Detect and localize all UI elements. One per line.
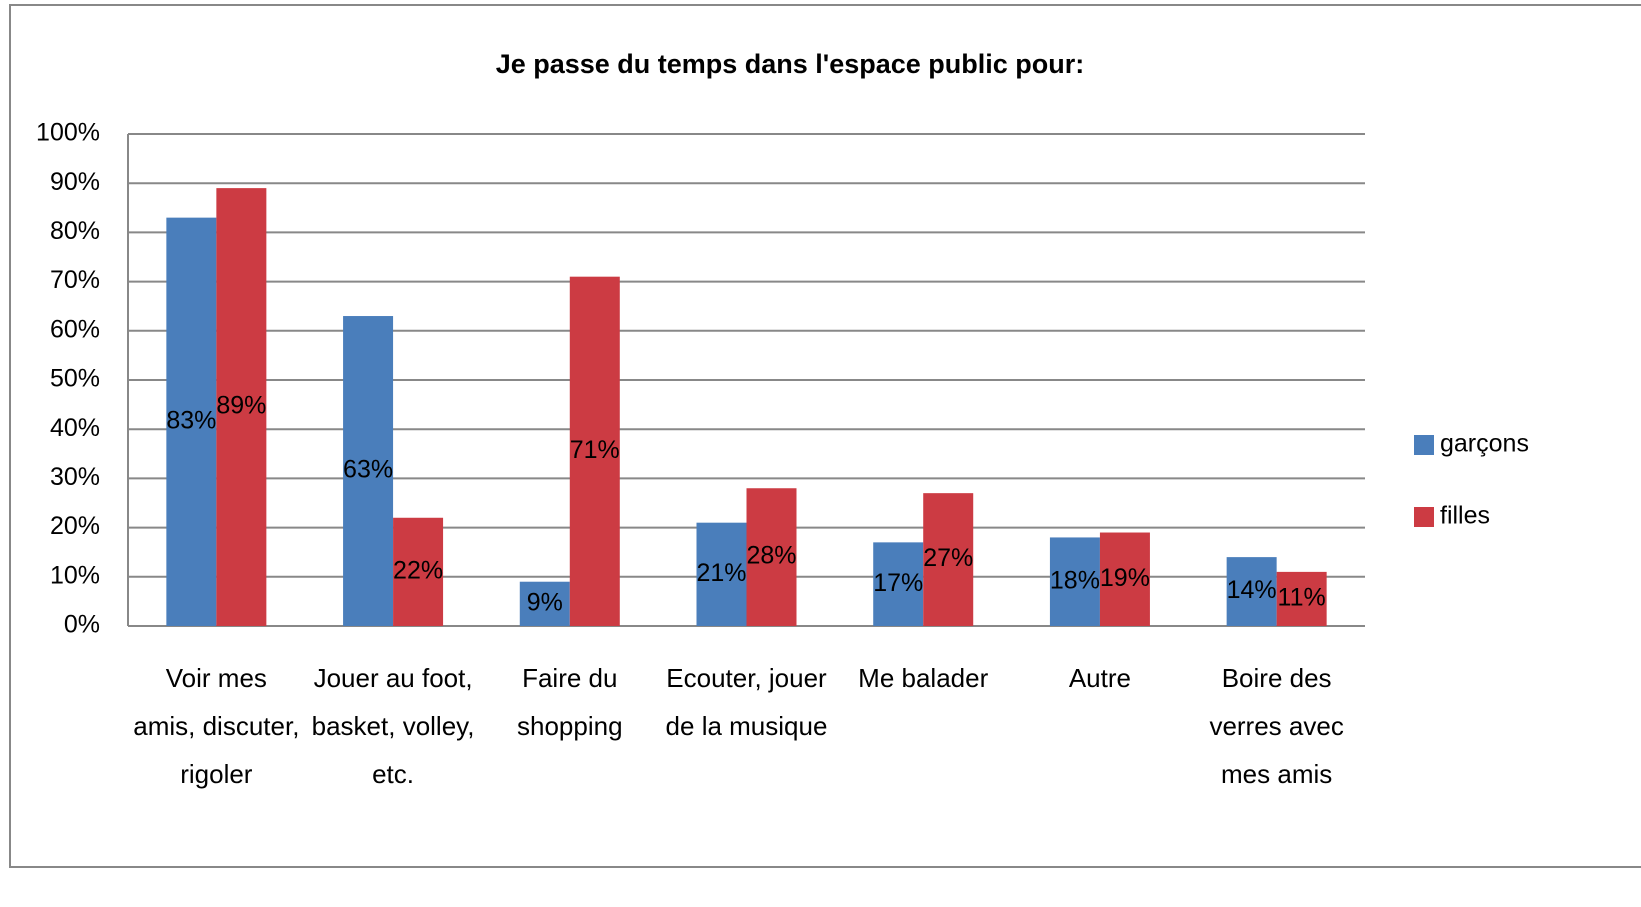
data-label: 11%	[1278, 584, 1326, 612]
data-label: 19%	[1100, 564, 1150, 592]
y-tick-label: 40%	[50, 414, 100, 442]
bar	[393, 517, 444, 626]
data-label: 9%	[527, 588, 563, 616]
bar	[873, 542, 924, 626]
bar	[569, 276, 620, 626]
legend-label: garçons	[1440, 430, 1529, 458]
x-tick-label: Ecouter, jouer de la musique	[665, 663, 828, 741]
y-tick-label: 90%	[50, 168, 100, 196]
data-label: 28%	[746, 542, 796, 570]
legend-swatch	[1414, 507, 1434, 527]
data-label: 21%	[696, 559, 746, 587]
bar	[166, 217, 217, 626]
chart-frame	[9, 4, 1641, 868]
x-tick-label: Faire du shopping	[517, 663, 623, 741]
y-tick-label: 100%	[36, 119, 100, 147]
y-tick-label: 0%	[64, 611, 100, 639]
y-tick-label: 70%	[50, 266, 100, 294]
x-tick-label: Voir mes amis, discuter, rigoler	[133, 663, 300, 789]
chart-title: Je passe du temps dans l'espace public p…	[496, 49, 1085, 79]
bar	[1049, 537, 1100, 626]
x-tick-label: Jouer au foot, basket, volley, etc.	[311, 663, 475, 789]
legend-label: filles	[1440, 502, 1490, 530]
y-tick-label: 60%	[50, 315, 100, 343]
data-label: 18%	[1050, 566, 1100, 594]
y-tick-label: 10%	[50, 561, 100, 589]
bar	[1276, 571, 1327, 626]
data-label: 14%	[1227, 576, 1277, 604]
bar	[1099, 532, 1150, 626]
y-tick-label: 20%	[50, 512, 100, 540]
bar	[746, 488, 797, 626]
x-tick-label: Autre	[1068, 663, 1131, 693]
data-label: 22%	[393, 556, 443, 584]
bar	[519, 581, 570, 626]
bar	[1226, 557, 1277, 626]
data-label: 89%	[216, 392, 266, 420]
data-label: 27%	[923, 544, 973, 572]
y-tick-label: 50%	[50, 365, 100, 393]
data-label: 71%	[570, 436, 620, 464]
y-tick-label: 80%	[50, 217, 100, 245]
data-label: 17%	[873, 569, 923, 597]
x-tick-label: Boire des verres avec mes amis	[1209, 663, 1344, 789]
y-tick-label: 30%	[50, 463, 100, 491]
bar	[343, 316, 394, 626]
data-label: 83%	[166, 406, 216, 434]
x-tick-label: Me balader	[858, 663, 989, 693]
bar	[923, 493, 974, 626]
bar	[216, 188, 267, 626]
bar	[696, 522, 747, 626]
legend-swatch	[1414, 435, 1434, 455]
data-label: 63%	[343, 456, 393, 484]
